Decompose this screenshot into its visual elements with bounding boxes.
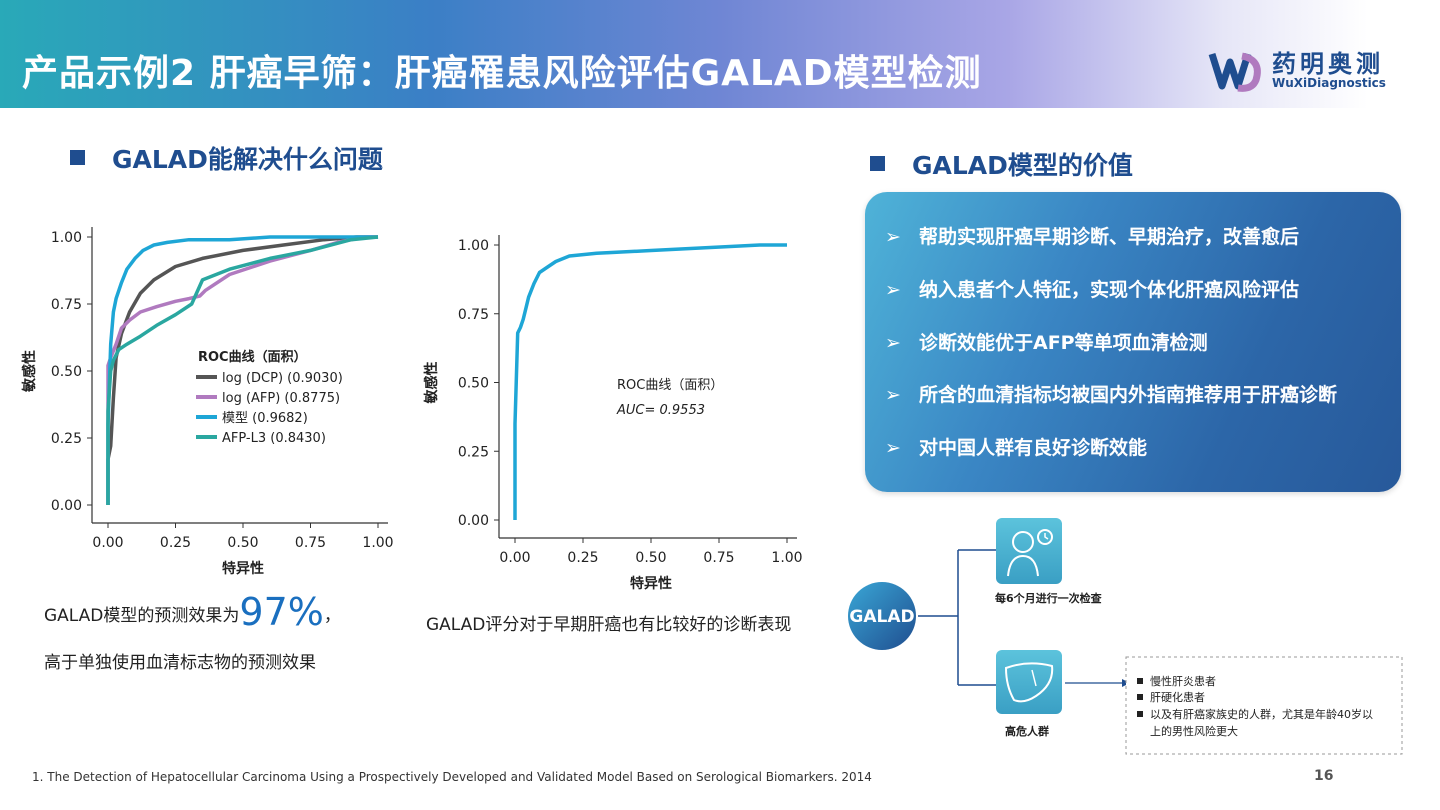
x-tick-label: 0.75 bbox=[295, 535, 326, 551]
company-logo: 药明奥测 WuXiDiagnostics bbox=[1208, 44, 1408, 96]
galad-node bbox=[848, 582, 916, 650]
caption-prediction-value: 97% bbox=[239, 590, 324, 634]
y-tick-label: 0.75 bbox=[51, 297, 82, 313]
page-number: 16 bbox=[1314, 768, 1334, 784]
legend-label: log (AFP) (0.8775) bbox=[222, 391, 340, 406]
annotation-title: ROC曲线（面积） bbox=[617, 378, 723, 393]
y-tick-label: 0.50 bbox=[458, 376, 489, 392]
value-item: ➢ 诊断效能优于AFP等单项血清检测 bbox=[885, 332, 1208, 354]
arrow-bullet-icon: ➢ bbox=[885, 437, 901, 459]
x-axis-label: 特异性 bbox=[630, 575, 672, 592]
x-axis-label: 特异性 bbox=[222, 560, 264, 577]
y-axis-label: 敏感性 bbox=[423, 362, 440, 405]
x-tick-label: 0.75 bbox=[703, 550, 734, 566]
high-risk-note-box bbox=[1125, 656, 1403, 755]
x-tick-label: 0.50 bbox=[635, 550, 666, 566]
left-section-title: GALAD能解决什么问题 bbox=[112, 145, 383, 174]
annotation-auc: AUC= 0.9553 bbox=[616, 403, 705, 418]
y-tick-label: 0.50 bbox=[51, 364, 82, 380]
page-title: 产品示例2 肝癌早筛：肝癌罹患风险评估GALAD模型检测 bbox=[22, 53, 982, 94]
arrow-bullet-icon: ➢ bbox=[885, 226, 901, 248]
value-item: ➢ 纳入患者个人特征，实现个体化肝癌风险评估 bbox=[885, 279, 1300, 301]
caption-early-diagnosis: GALAD评分对于早期肝癌也有比较好的诊断表现 bbox=[426, 615, 792, 635]
note-item: 肝硬化患者 bbox=[1150, 690, 1205, 704]
reference-footnote: 1. The Detection of Hepatocellular Carci… bbox=[32, 770, 872, 784]
caption-prediction-suffix: ， bbox=[323, 606, 341, 626]
legend-label: AFP-L3 (0.8430) bbox=[222, 431, 326, 446]
roc-series-line bbox=[106, 235, 379, 505]
right-section-title: GALAD模型的价值 bbox=[912, 151, 1133, 180]
note-item: 慢性肝炎患者 bbox=[1150, 674, 1216, 688]
value-panel: ➢ 帮助实现肝癌早期诊断、早期治疗，改善愈后 ➢ 纳入患者个人特征，实现个体化肝癌风… bbox=[865, 192, 1401, 492]
doctor-icon bbox=[996, 518, 1062, 584]
note-bullet-icon bbox=[1137, 678, 1143, 684]
branch1-label: 每6个月进行一次检查 bbox=[995, 591, 1102, 605]
branch2-label: 高危人群 bbox=[1005, 724, 1049, 738]
y-tick-label: 0.00 bbox=[458, 513, 489, 529]
bullet-square-icon bbox=[870, 156, 885, 171]
caption-prediction: GALAD模型的预测效果为97%， bbox=[44, 590, 341, 634]
caption-prediction-prefix: GALAD模型的预测效果为 bbox=[44, 606, 240, 626]
liver-icon bbox=[996, 650, 1062, 714]
note-item: 以及有肝癌家族史的人群，尤其是年龄40岁以 bbox=[1150, 707, 1373, 721]
y-axis-label: 敏感性 bbox=[21, 350, 38, 393]
y-tick-label: 0.00 bbox=[51, 498, 82, 514]
x-tick-label: 1.00 bbox=[362, 535, 393, 551]
x-tick-label: 0.25 bbox=[567, 550, 598, 566]
y-tick-label: 0.75 bbox=[458, 307, 489, 323]
right-section-heading: GALAD模型的价值 bbox=[870, 146, 1133, 182]
value-item: ➢ 帮助实现肝癌早期诊断、早期治疗，改善愈后 bbox=[885, 226, 1300, 248]
caption-comparison: 高于单独使用血清标志物的预测效果 bbox=[44, 653, 316, 673]
arrow-bullet-icon: ➢ bbox=[885, 279, 901, 301]
roc-series-line bbox=[513, 243, 787, 520]
note-item: 上的男性风险更大 bbox=[1150, 724, 1238, 738]
flow-connector bbox=[918, 549, 996, 686]
logo-text-en: WuXiDiagnostics bbox=[1272, 76, 1386, 90]
roc-chart-comparison: 0.00 0.25 0.50 0.75 1.00 0.00 0.25 0.50 0.75 1.00… bbox=[20, 210, 410, 594]
value-item: ➢ 对中国人群有良好诊断效能 bbox=[885, 437, 1148, 459]
legend-label: log (DCP) (0.9030) bbox=[222, 371, 343, 386]
header-banner: 产品示例2 肝癌早筛：肝癌罹患风险评估GALAD模型检测 药明奥测 WuXiDi… bbox=[0, 0, 1440, 108]
roc-series-line bbox=[106, 235, 378, 505]
screening-flow-diagram: GALAD 每6个月进行一次检查 高危人群 慢性肝炎患者 肝硬化患者 以及有肝癌… bbox=[848, 518, 1403, 755]
galad-node-label: GALAD bbox=[849, 607, 914, 627]
y-tick-label: 0.25 bbox=[51, 431, 82, 447]
roc-chart-galad: 0.00 0.25 0.50 0.75 1.00 0.00 0.25 0.50 0.75 1.00… bbox=[420, 220, 820, 609]
logo-text-cn: 药明奥测 bbox=[1272, 50, 1384, 78]
x-tick-label: 0.00 bbox=[499, 550, 530, 566]
x-tick-label: 1.00 bbox=[771, 550, 802, 566]
note-bullet-icon bbox=[1137, 711, 1143, 717]
arrow-bullet-icon: ➢ bbox=[885, 384, 901, 406]
y-tick-label: 1.00 bbox=[458, 238, 489, 254]
note-bullet-icon bbox=[1137, 694, 1143, 700]
arrow-bullet-icon: ➢ bbox=[885, 332, 901, 354]
y-tick-label: 0.25 bbox=[458, 444, 489, 460]
x-tick-label: 0.00 bbox=[92, 535, 123, 551]
bullet-square-icon bbox=[70, 150, 85, 165]
legend-title: ROC曲线（面积） bbox=[198, 349, 307, 365]
roc-series-line bbox=[106, 235, 378, 505]
x-tick-label: 0.50 bbox=[227, 535, 258, 551]
left-section-heading: GALAD能解决什么问题 bbox=[70, 140, 383, 176]
legend-label: 模型 (0.9682) bbox=[222, 411, 308, 426]
y-tick-label: 1.00 bbox=[51, 230, 82, 246]
x-tick-label: 0.25 bbox=[160, 535, 191, 551]
value-item: ➢ 所含的血清指标均被国内外指南推荐用于肝癌诊断 bbox=[885, 384, 1338, 406]
logo-mark-icon bbox=[1208, 52, 1261, 92]
